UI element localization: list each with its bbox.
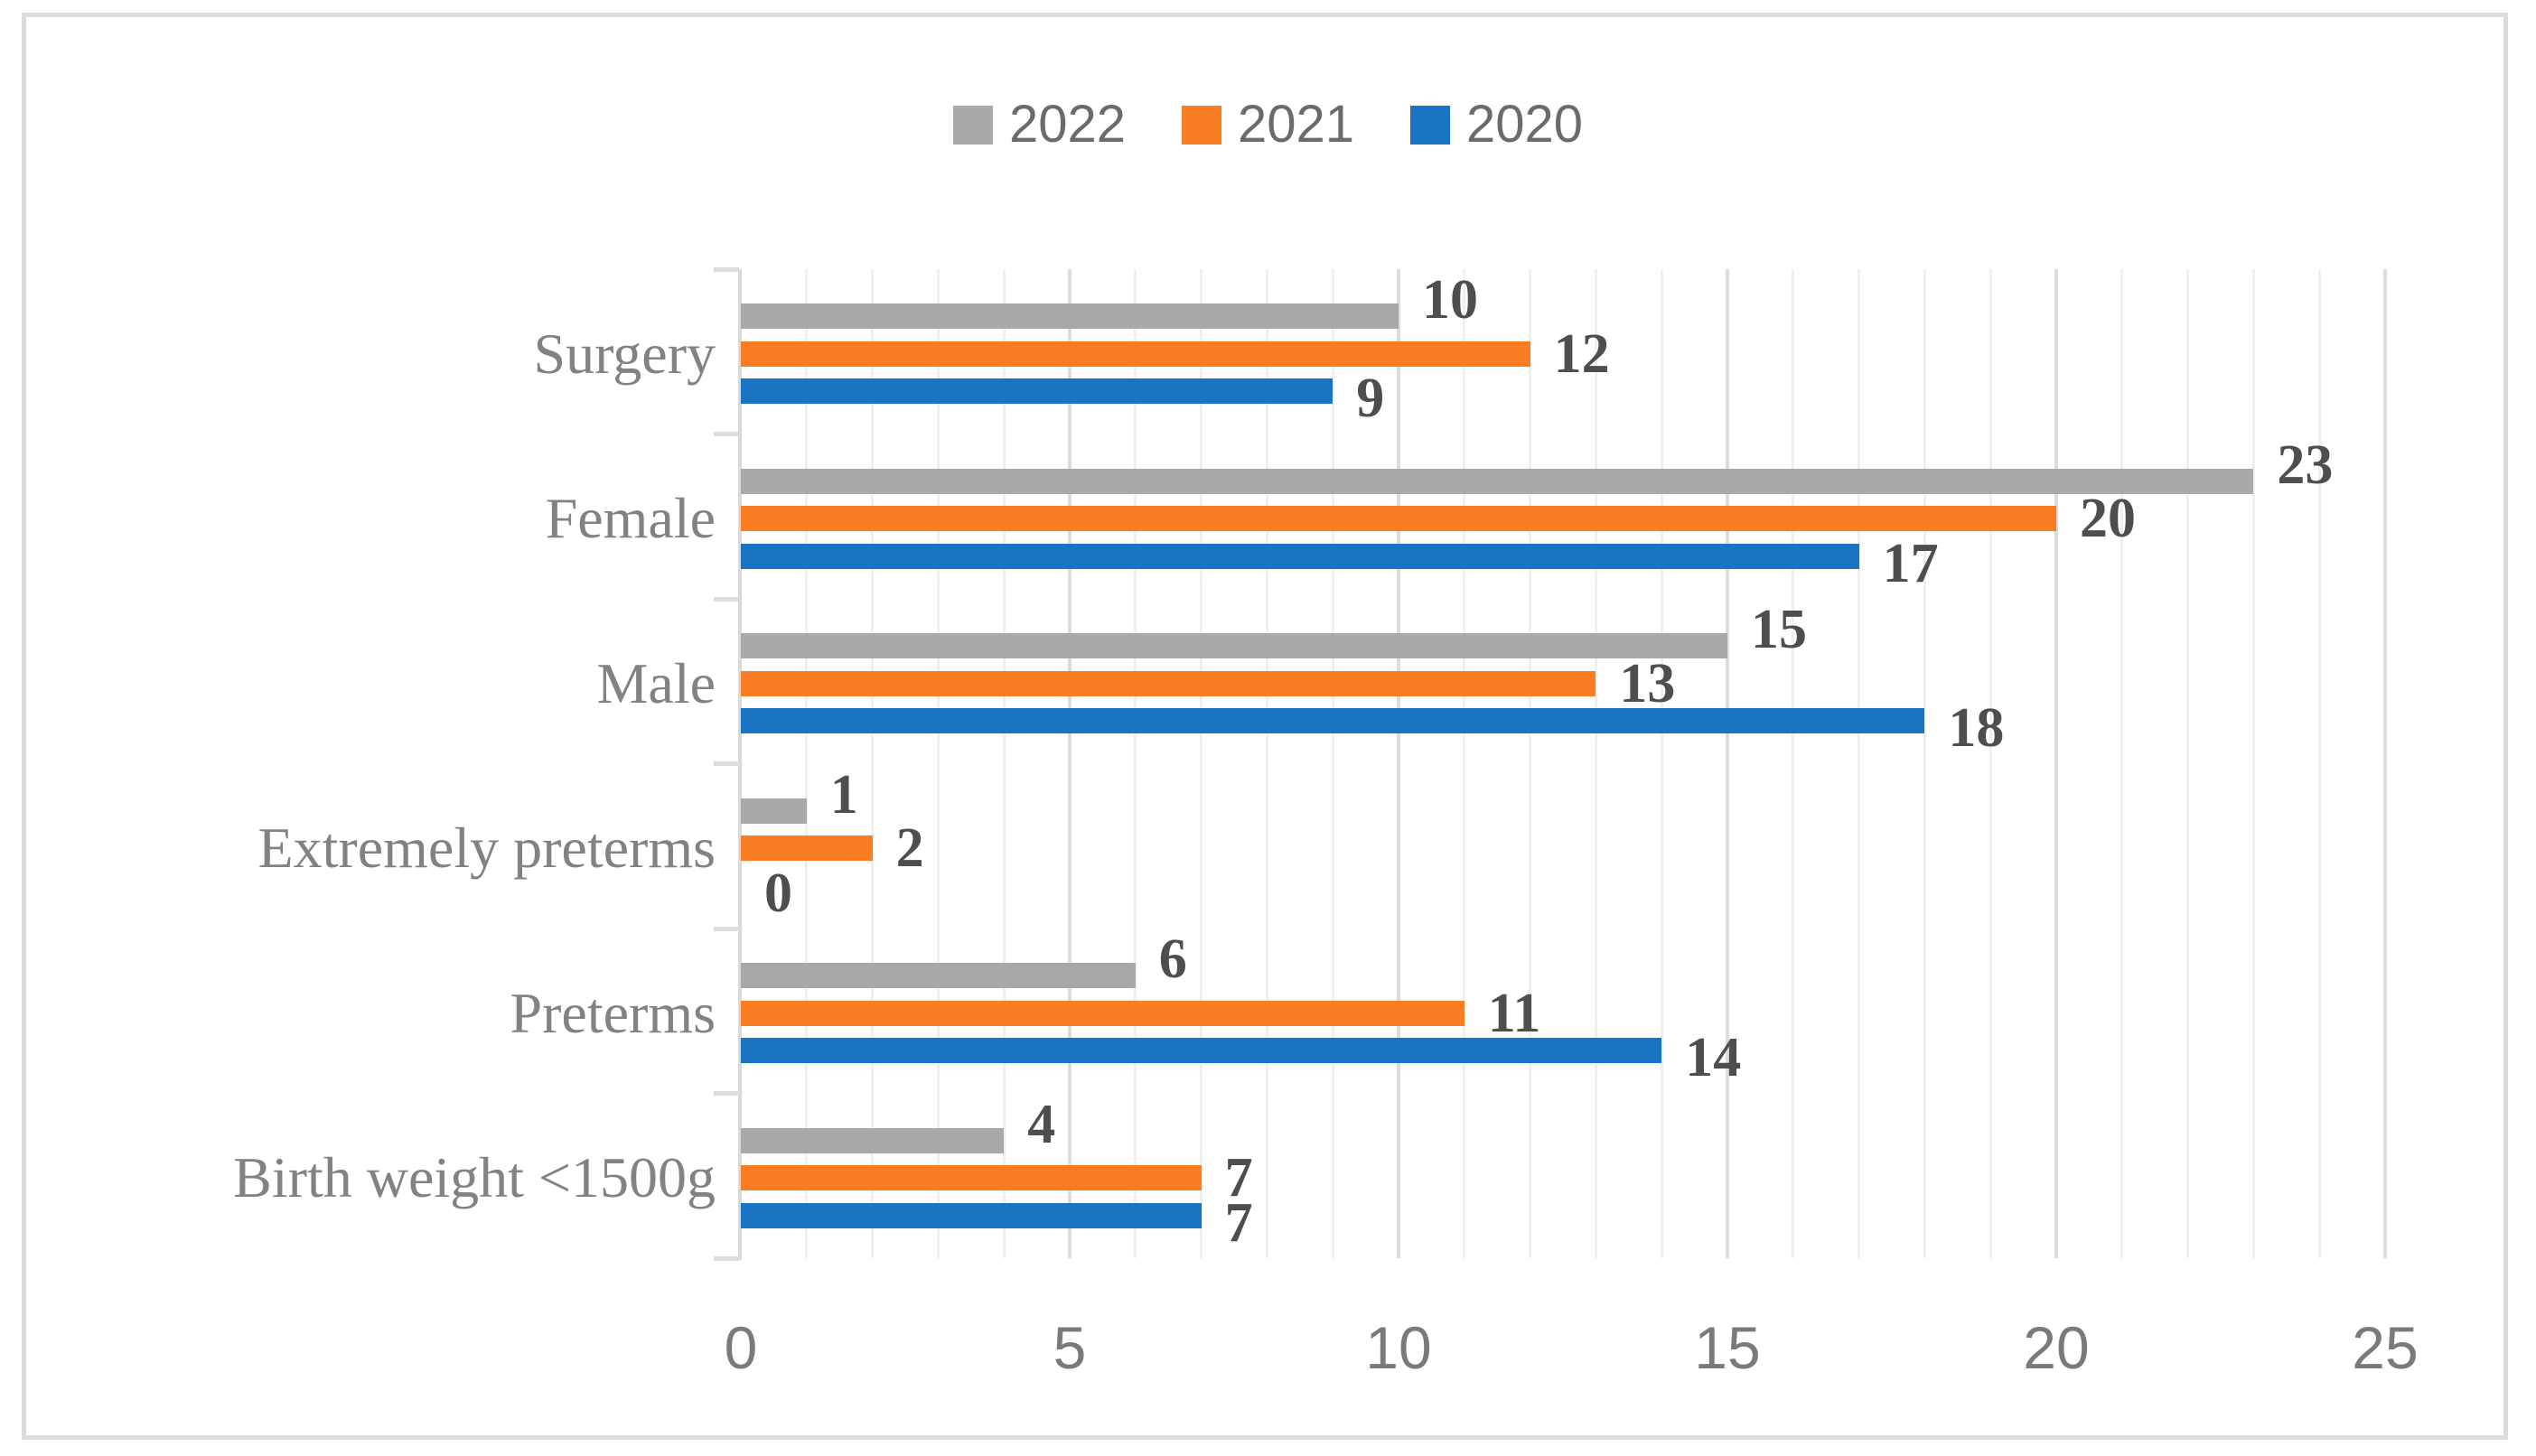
category-boundary-tick — [714, 761, 739, 766]
bar-2020 — [741, 378, 1334, 404]
bar-2022 — [741, 1127, 1005, 1153]
minor-gridline — [2251, 269, 2255, 1258]
bar-2020 — [741, 1038, 1662, 1063]
legend-swatch-2020 — [1410, 105, 1451, 145]
bar-2022 — [741, 303, 1399, 329]
data-label-2020: 0 — [764, 862, 792, 924]
category-boundary-tick — [714, 1255, 739, 1261]
category-label: Female — [545, 486, 716, 550]
legend-item-2020: 2020 — [1410, 98, 1583, 151]
minor-gridline — [2120, 269, 2124, 1258]
bar-2022 — [741, 633, 1727, 658]
data-label-2021: 11 — [1487, 982, 1541, 1044]
bar-2020 — [741, 708, 1925, 733]
minor-gridline — [1594, 269, 1597, 1258]
bar-2021 — [741, 670, 1596, 696]
category-boundary-tick — [714, 926, 739, 931]
data-label-2021: 2 — [895, 817, 924, 879]
bar-2022 — [741, 798, 807, 824]
minor-gridline — [1923, 269, 1926, 1258]
legend-item-2022: 2022 — [952, 95, 1126, 154]
data-label-2020: 14 — [1685, 1027, 1742, 1088]
minor-gridline — [1331, 269, 1334, 1258]
data-label-2021: 20 — [2080, 488, 2136, 549]
data-label-2022: 1 — [829, 763, 858, 826]
legend-label-2021: 2021 — [1237, 95, 1355, 154]
minor-gridline — [805, 269, 809, 1258]
x-tick-label: 5 — [1053, 1314, 1087, 1381]
legend-label-2022: 2022 — [1008, 95, 1126, 154]
minor-gridline — [1529, 269, 1532, 1258]
data-label-2021: 7 — [1224, 1147, 1253, 1209]
legend-swatch-2021 — [1181, 105, 1221, 145]
x-tick-label: 20 — [2023, 1314, 2090, 1381]
bar-2022 — [741, 963, 1136, 988]
major-gridline — [1397, 269, 1400, 1258]
data-label-2022: 10 — [1422, 269, 1478, 331]
data-label-2020: 9 — [1356, 368, 1385, 429]
x-tick-label: 25 — [2352, 1314, 2419, 1381]
data-label-2022: 4 — [1027, 1093, 1056, 1155]
legend: 2022 2021 2020 — [0, 90, 2536, 159]
category-label: Extremely preterms — [257, 816, 716, 880]
minor-gridline — [2186, 269, 2190, 1258]
major-gridline — [1068, 269, 1071, 1258]
bar-2021 — [741, 1165, 1202, 1190]
data-label-2022: 6 — [1158, 929, 1187, 990]
minor-gridline — [1265, 269, 1268, 1258]
bar-2021 — [741, 341, 1530, 367]
bar-2020 — [741, 543, 1859, 569]
x-tick-label: 10 — [1365, 1314, 1432, 1381]
category-boundary-tick — [714, 432, 739, 436]
minor-gridline — [1660, 269, 1663, 1258]
minor-gridline — [1463, 269, 1466, 1258]
data-label-2021: 13 — [1619, 652, 1676, 714]
major-gridline — [2383, 269, 2387, 1258]
major-gridline — [1726, 269, 1729, 1258]
figure-border — [22, 13, 2508, 1440]
minor-gridline — [1200, 269, 1203, 1258]
bar-2021 — [741, 506, 2056, 531]
data-label-2020: 7 — [1224, 1191, 1253, 1254]
minor-gridline — [936, 269, 940, 1258]
minor-gridline — [1134, 269, 1137, 1258]
legend-swatch-2022 — [952, 105, 993, 145]
x-tick-label: 15 — [1694, 1314, 1761, 1381]
minor-gridline — [1002, 269, 1006, 1258]
category-label: Preterms — [510, 980, 716, 1045]
category-boundary-tick — [714, 266, 739, 272]
data-label-2020: 18 — [1948, 697, 2005, 759]
major-gridline — [2054, 269, 2058, 1258]
bar-2022 — [741, 468, 2254, 494]
data-label-2021: 12 — [1553, 322, 1610, 385]
bar-2021 — [741, 1000, 1465, 1026]
minor-gridline — [1989, 269, 1992, 1258]
category-label: Male — [596, 650, 716, 715]
category-label: Birth weight <1500g — [233, 1145, 716, 1209]
data-label-2022: 23 — [2277, 434, 2334, 496]
minor-gridline — [871, 269, 875, 1258]
data-label-2020: 17 — [1882, 532, 1939, 594]
bar-2020 — [741, 1202, 1202, 1228]
value-axis-line — [738, 269, 742, 1260]
minor-gridline — [1792, 269, 1795, 1258]
bar-2021 — [741, 835, 873, 861]
category-boundary-tick — [714, 596, 739, 602]
category-boundary-tick — [714, 1091, 739, 1096]
data-label-2022: 15 — [1751, 599, 1807, 660]
minor-gridline — [1858, 269, 1861, 1258]
x-tick-label: 0 — [724, 1314, 758, 1381]
legend-label-2020: 2020 — [1466, 95, 1584, 154]
plot-area: 10 12 9 23 20 17 15 13 18 1 2 0 6 11 14 4 7 7 — [714, 266, 2387, 1261]
minor-gridline — [2317, 269, 2321, 1258]
legend-item-2021: 2021 — [1181, 95, 1355, 154]
category-label: Surgery — [533, 321, 716, 386]
